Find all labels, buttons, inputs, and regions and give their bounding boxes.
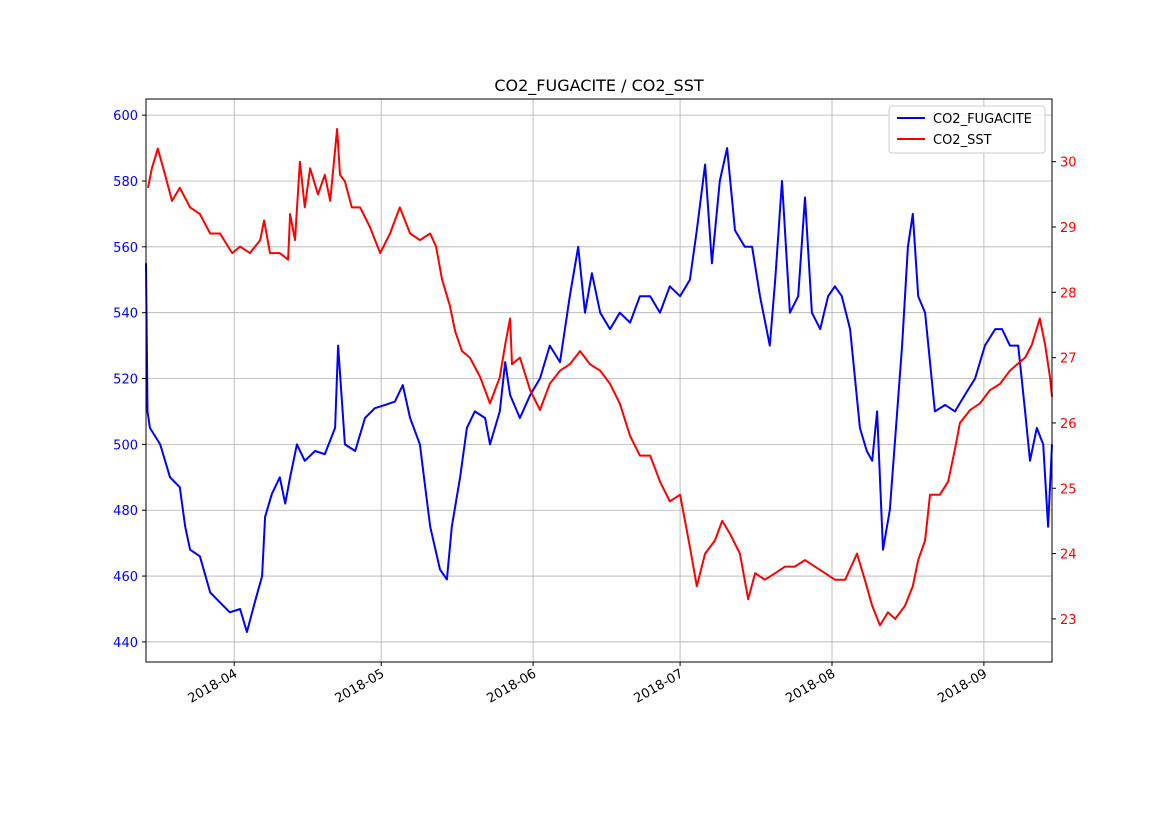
right-y-tick-label: 24: [1060, 548, 1077, 563]
right-y-tick-label: 27: [1060, 352, 1077, 367]
left-y-tick-label: 520: [113, 373, 138, 388]
right-y-tick-label: 23: [1060, 613, 1077, 628]
series-line-co2-fugacite: [145, 147, 1053, 633]
series-line-co2-sst: [147, 128, 1053, 627]
left-y-tick-label: 500: [113, 438, 138, 453]
right-y-tick-label: 28: [1060, 286, 1077, 301]
left-y-tick-label: 480: [113, 504, 138, 519]
left-y-tick-label: 460: [113, 570, 138, 585]
legend-label-co2-sst: CO2_SST: [933, 133, 992, 148]
left-y-tick-label: 580: [113, 175, 138, 190]
chart-title: CO2_FUGACITE / CO2_SST: [494, 76, 704, 96]
right-y-tick-label: 29: [1060, 221, 1077, 236]
series-lines: [145, 128, 1053, 633]
left-y-tick-label: 600: [113, 109, 138, 124]
legend: CO2_FUGACITE CO2_SST: [888, 105, 1046, 154]
left-y-tick-label: 540: [113, 307, 138, 322]
legend-label-co2-fugacite: CO2_FUGACITE: [933, 112, 1032, 127]
legend-box: [888, 105, 1046, 154]
right-y-tick-label: 25: [1060, 482, 1077, 497]
plot-frame: [145, 98, 1053, 663]
grid: [146, 99, 1052, 662]
left-y-axis: 440 460 480 500 520 540 560 580 600: [113, 109, 146, 651]
right-y-axis: 23 24 25 26 27 28 29 30: [1052, 156, 1077, 628]
left-y-tick-label: 440: [113, 636, 138, 651]
right-y-tick-label: 26: [1060, 417, 1077, 432]
right-y-tick-label: 30: [1060, 156, 1077, 171]
left-y-tick-label: 560: [113, 241, 138, 256]
